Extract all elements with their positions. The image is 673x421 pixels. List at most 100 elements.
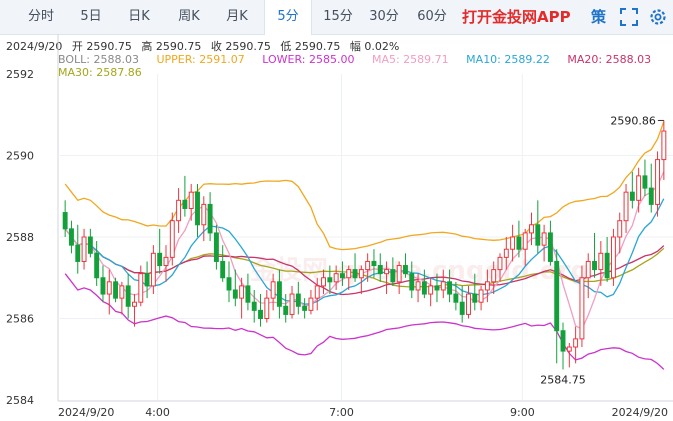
- y-tick-label: 2584: [6, 394, 34, 407]
- candle-body: [346, 269, 352, 279]
- candle-body: [270, 281, 276, 299]
- x-tick-label: 4:00: [145, 406, 170, 419]
- candle-body: [207, 203, 213, 234]
- candle-body: [232, 289, 238, 299]
- tab-timeshare[interactable]: 分时: [27, 9, 54, 24]
- close-value: 收 2590.75: [210, 40, 271, 53]
- candle-body: [642, 175, 648, 189]
- period-tab-bar: [0, 0, 673, 35]
- change-value: 幅 0.02%: [349, 40, 400, 53]
- tab-15min[interactable]: 15分: [323, 9, 353, 24]
- candle-body: [283, 305, 289, 315]
- candle-body: [604, 252, 610, 279]
- candle-body: [119, 285, 125, 299]
- candle-body: [62, 212, 68, 230]
- legend-upper: UPPER: 2591.07: [156, 53, 245, 66]
- tab-monthly-k[interactable]: 月K: [226, 9, 248, 24]
- candle-body: [339, 273, 345, 279]
- candle-body: [302, 305, 308, 311]
- fullscreen-icon[interactable]: [620, 8, 638, 26]
- candle-body: [327, 277, 333, 283]
- candle-body: [125, 285, 131, 307]
- candle-body: [655, 159, 661, 205]
- candle-body: [466, 293, 471, 315]
- low-annotation: 2584.75: [540, 373, 586, 386]
- candle-body: [333, 273, 339, 283]
- y-tick-label: 2588: [6, 231, 34, 244]
- candle-body: [585, 260, 591, 279]
- ma5-line: [64, 171, 665, 330]
- candle-body: [169, 220, 175, 258]
- legend-boll: BOLL: 2588.03: [58, 53, 139, 66]
- candle-body: [68, 228, 74, 246]
- candle-body: [182, 199, 188, 209]
- candle-body: [314, 285, 320, 299]
- candle-body: [239, 285, 245, 299]
- candle-body: [371, 260, 377, 267]
- candle-body: [478, 289, 484, 303]
- candle-body: [258, 309, 263, 320]
- tab-60min[interactable]: 60分: [417, 9, 447, 24]
- upper-band-line: [64, 121, 665, 251]
- x-tick-label: 2024/9/20: [612, 406, 668, 419]
- candle-body: [245, 285, 251, 303]
- candle-body: [491, 269, 497, 283]
- candle-body: [132, 301, 137, 307]
- candle-body: [529, 224, 534, 234]
- candle-body: [352, 269, 358, 279]
- legend-ma5: MA5: 2589.71: [371, 53, 449, 66]
- candle-body: [472, 293, 478, 303]
- candle-body: [176, 199, 182, 222]
- candle-body: [390, 269, 396, 283]
- candle-body: [636, 175, 642, 201]
- candle-body: [579, 277, 585, 340]
- candle-body: [308, 297, 314, 311]
- candle-body: [188, 191, 194, 209]
- candle-body: [289, 293, 295, 315]
- candle-body: [421, 281, 427, 295]
- open-app-link[interactable]: 打开金投网APP: [462, 8, 571, 26]
- candle-body: [623, 191, 629, 222]
- candle-body: [87, 236, 93, 254]
- gear-icon[interactable]: [648, 7, 668, 27]
- x-tick-label: 9:00: [510, 406, 535, 419]
- low-value: 低 2590.75: [280, 40, 341, 53]
- candle-body: [661, 130, 667, 161]
- candle-body: [484, 281, 490, 291]
- indicator-legend: BOLL: 2588.03 UPPER: 2591.07 LOWER: 2585…: [58, 53, 665, 66]
- candle-body: [573, 338, 579, 348]
- tab-5min[interactable]: 5分: [264, 0, 312, 35]
- tab-weekly-k[interactable]: 周K: [178, 9, 200, 24]
- candle-body: [535, 224, 541, 246]
- high-annotation: 2590.86: [610, 114, 656, 127]
- candle-body: [220, 260, 226, 279]
- candle-body: [213, 232, 219, 262]
- candle-body: [415, 281, 421, 291]
- tab-daily-k[interactable]: 日K: [128, 9, 150, 24]
- candle-body: [447, 281, 453, 295]
- open-value: 开 2590.75: [71, 40, 132, 53]
- candle-body: [100, 277, 106, 295]
- watermark: 金投网 quote.cngold.org: [250, 256, 590, 286]
- candle-body: [648, 187, 654, 205]
- candle-body: [384, 269, 390, 275]
- tab-30min[interactable]: 30分: [369, 9, 399, 24]
- candle-body: [163, 256, 169, 267]
- y-tick-label: 2592: [6, 68, 34, 81]
- candle-body: [321, 277, 326, 287]
- candle-body: [428, 285, 434, 295]
- candle-body: [396, 265, 402, 283]
- tab-5day[interactable]: 5日: [80, 9, 102, 24]
- candle-body: [554, 260, 560, 332]
- candle-body: [403, 265, 408, 275]
- strategy-button[interactable]: 策: [591, 8, 607, 26]
- candle-body: [358, 269, 364, 279]
- quote-summary: 2024/9/20 开 2590.75 高 2590.75 收 2590.75 …: [6, 38, 405, 54]
- candle-body: [106, 281, 112, 295]
- candle-body: [201, 203, 207, 226]
- ma20-line: [64, 228, 665, 296]
- candle-body: [226, 277, 232, 291]
- candle-body: [516, 236, 522, 250]
- candle-body: [547, 232, 553, 262]
